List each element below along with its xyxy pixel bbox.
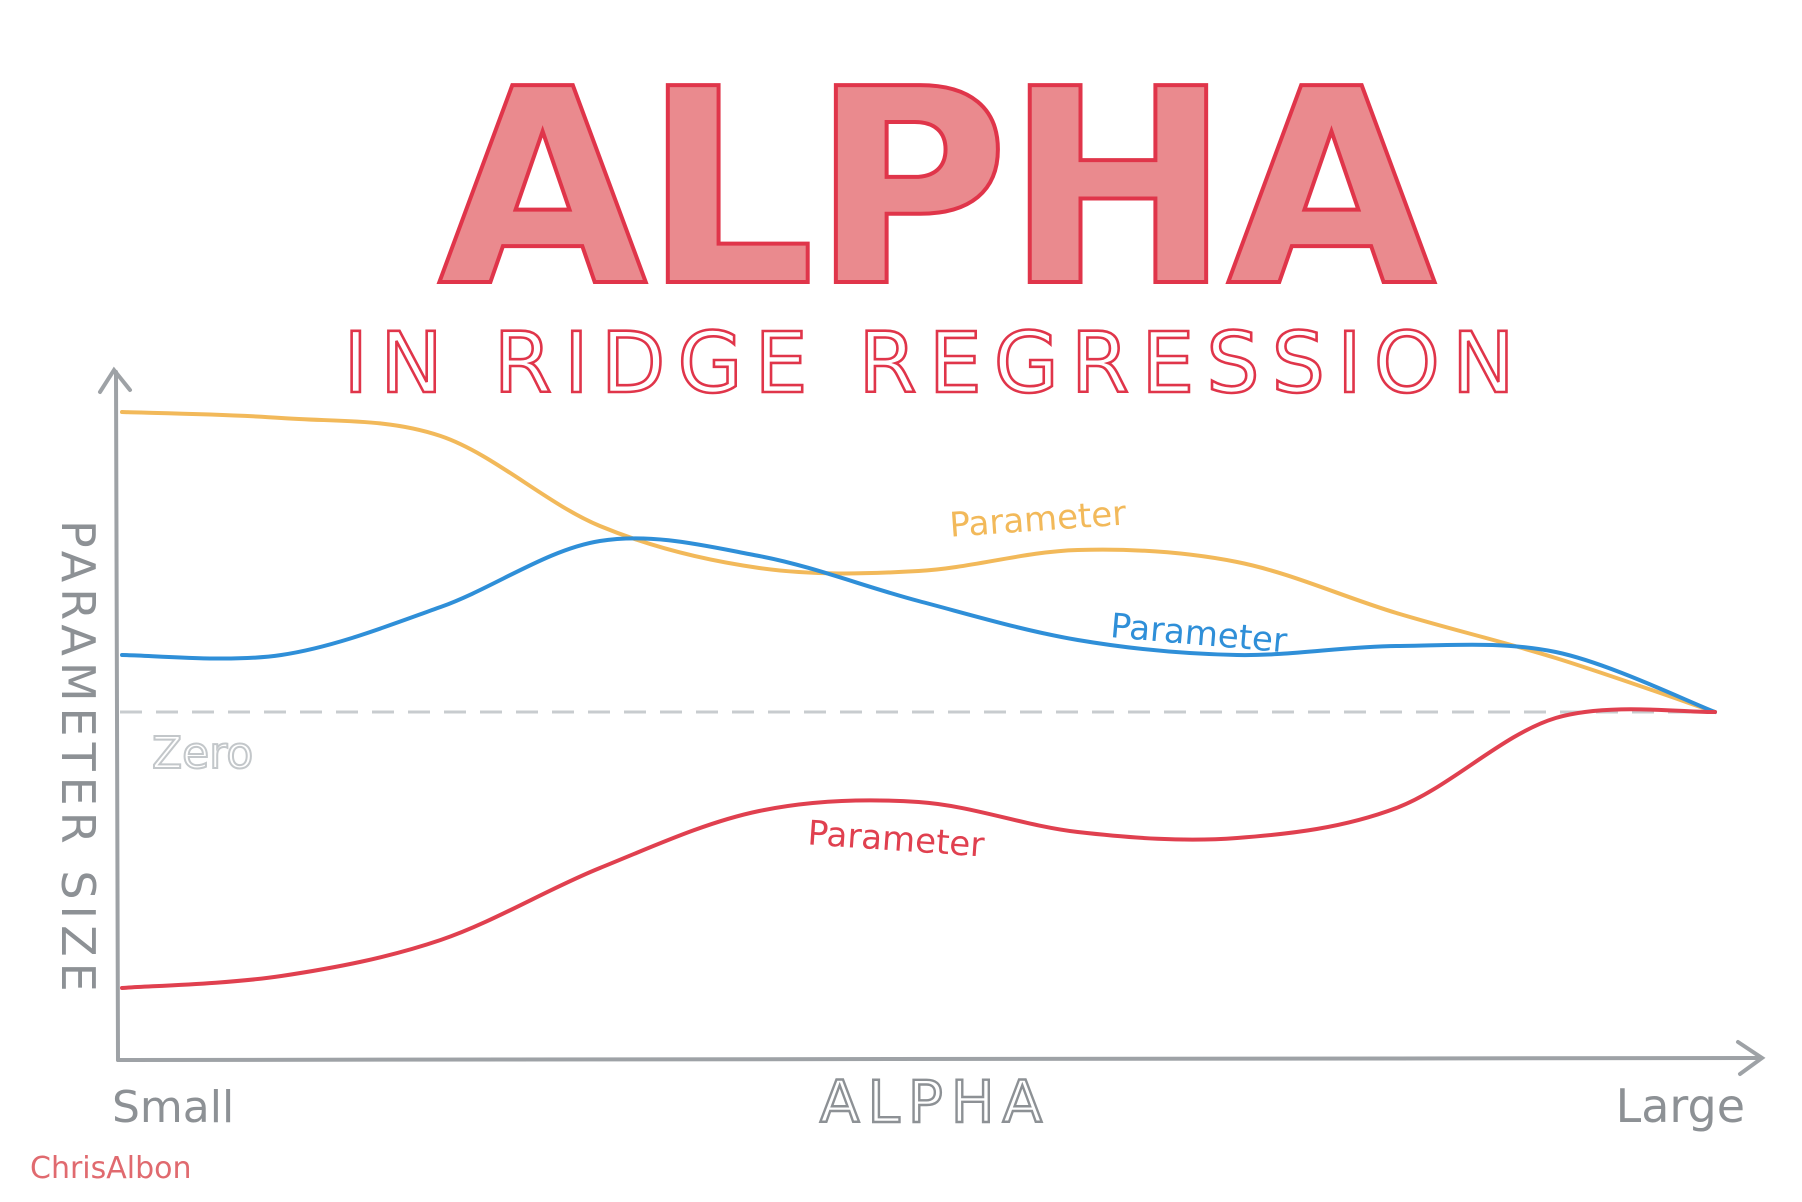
credit-signature: ChrisAlbon [30, 1151, 192, 1186]
x-axis [116, 1056, 1762, 1062]
x-tick-label-large: Large [1616, 1079, 1745, 1133]
y-axis [114, 370, 120, 1062]
series-label-2: Parameter [1109, 606, 1289, 661]
series-labels: Parameter Parameter Parameter [806, 494, 1288, 866]
x-axis-label: ALPHA [820, 1068, 1050, 1136]
series-group [120, 410, 1717, 990]
axes [98, 366, 1766, 1076]
x-axis-arrow [1736, 1040, 1766, 1076]
chart-title: ALPHA [438, 31, 1438, 346]
series-line-3 [120, 707, 1717, 990]
x-tick-label-small: Small [112, 1082, 234, 1133]
series-line-1 [120, 410, 1717, 714]
series-line-2 [120, 536, 1717, 714]
y-axis-label: PARAMETER SIZE [51, 520, 105, 998]
zero-label: Zero [152, 728, 253, 779]
series-label-1: Parameter [948, 494, 1127, 546]
series-label-3: Parameter [806, 813, 985, 865]
y-axis-arrow [98, 366, 132, 394]
chart-subtitle: IN RIDGE REGRESSION [343, 314, 1526, 412]
